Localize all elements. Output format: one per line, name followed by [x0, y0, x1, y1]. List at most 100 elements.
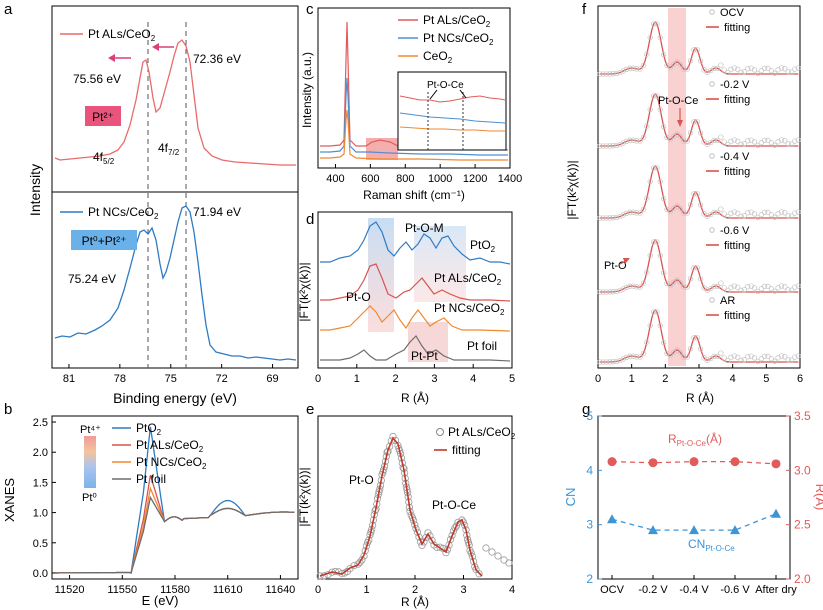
arrow-pt-o-ce-f-head — [677, 120, 683, 127]
f-legend-condition: -0.6 V — [720, 225, 750, 237]
series-line-pt-als — [54, 39, 296, 166]
f-fit-line — [599, 20, 799, 75]
f-data-point — [691, 265, 697, 271]
e-data-point — [361, 547, 369, 555]
panel-e-frame — [317, 415, 513, 580]
e-data-point — [448, 531, 456, 540]
f-data-point — [654, 309, 660, 315]
f-data-point — [637, 210, 643, 216]
f-data-point — [634, 138, 640, 144]
f-data-point — [772, 288, 778, 294]
f-data-point — [644, 195, 650, 201]
panel-c: c Intensity (a.u.) Raman shift (cm⁻¹) 40… — [300, 1, 522, 202]
b-xtick-label: 11520 — [55, 584, 85, 596]
f-data-point — [745, 284, 751, 290]
f-data-point — [597, 71, 603, 77]
f-data-point — [721, 285, 727, 291]
f-data-point — [758, 356, 764, 362]
f-data-point — [698, 346, 704, 352]
shift-arrow-right-head — [152, 43, 159, 51]
f-data-point — [623, 210, 630, 216]
f-data-point — [657, 253, 663, 259]
b-ytick-label: 2.0 — [33, 447, 48, 459]
f-data-point — [751, 355, 758, 361]
f-data-point — [617, 213, 623, 220]
f-data-point — [627, 283, 633, 289]
f-legend-marker — [709, 153, 715, 159]
f-data-point — [714, 353, 721, 360]
d-xtick-label: 4 — [470, 373, 476, 385]
label-75-24: 75.24 eV — [68, 272, 116, 286]
f-data-point — [691, 47, 697, 53]
f-data-point — [704, 287, 711, 293]
f-data-point — [597, 359, 603, 365]
f-data-point — [768, 356, 775, 362]
f-data-point — [644, 123, 650, 129]
f-data-point — [600, 359, 606, 365]
panel-g: g OCV -0.2 V -0.4 V -0.6 V After dry 2 3 4 5 2.0 2… — [563, 401, 823, 596]
label-pt-o-ce-e: Pt-O-Ce — [432, 498, 476, 512]
f-data-point — [694, 191, 700, 197]
g-ytick-left-label: 3 — [586, 518, 593, 532]
d-xtick-label: 1 — [354, 373, 360, 385]
f-data-point — [788, 287, 795, 293]
f-data-point — [772, 214, 778, 220]
f-data-point — [778, 137, 785, 143]
f-data-point — [694, 335, 700, 341]
f-data-point — [597, 289, 603, 295]
e-xtick-label: 0 — [315, 584, 321, 596]
g-xtick-label: -0.2 V — [638, 584, 668, 596]
f-data-point — [792, 284, 798, 290]
b-series-line-3 — [55, 495, 295, 574]
panel-letter-d: d — [306, 211, 314, 228]
f-data-point — [718, 206, 724, 212]
panel-a-ylabel: Intensity — [27, 164, 43, 216]
f-data-point — [758, 212, 764, 218]
f-data-point — [728, 210, 734, 217]
f-data-point — [650, 21, 657, 27]
ft-line-pt-als — [320, 263, 511, 302]
f-data-point — [650, 165, 657, 171]
f-data-point — [721, 211, 727, 217]
f-data-point — [768, 286, 775, 292]
panel-letter-b: b — [4, 401, 12, 418]
curve-label-pto2: PtO2 — [470, 238, 496, 254]
f-data-point — [627, 209, 633, 215]
b-ytick-label: 2.5 — [33, 417, 48, 429]
f-data-point — [684, 210, 690, 216]
f-data-point — [745, 66, 751, 72]
f-data-point — [714, 65, 721, 72]
f-data-point — [667, 282, 674, 289]
f-data-point — [640, 134, 647, 140]
f-data-point — [738, 287, 744, 294]
curve-label-pt-als: Pt ALs/CeO2 — [434, 271, 502, 287]
e-xtick-label: 4 — [509, 584, 515, 596]
e-data-point — [354, 560, 362, 568]
a-xtick-label: 78 — [114, 373, 126, 385]
e-data-point — [365, 536, 373, 544]
f-data-point — [792, 210, 798, 216]
f-data-point — [644, 269, 650, 275]
f-data-point — [687, 130, 694, 136]
f-data-point — [630, 209, 637, 215]
f-data-point — [738, 69, 744, 76]
c-legend-label: CeO2 — [423, 49, 453, 65]
g-ytick-left-label: 4 — [586, 463, 593, 477]
f-data-point — [654, 21, 660, 27]
g-point-r — [771, 459, 781, 469]
f-data-point — [647, 252, 653, 259]
g-point-r — [730, 457, 740, 467]
f-fit-line — [599, 164, 799, 219]
f-data-point — [617, 287, 623, 294]
f-data-point — [778, 209, 785, 215]
f-xtick-label: 5 — [763, 373, 769, 385]
f-data-point — [782, 354, 788, 360]
label-75-56: 75.56 eV — [73, 72, 121, 86]
f-data-point — [758, 286, 764, 292]
f-data-point — [634, 66, 640, 72]
legend-label-e-data: Pt ALs/CeO2 — [448, 425, 516, 441]
f-data-point — [637, 354, 643, 360]
f-data-point — [674, 277, 680, 283]
